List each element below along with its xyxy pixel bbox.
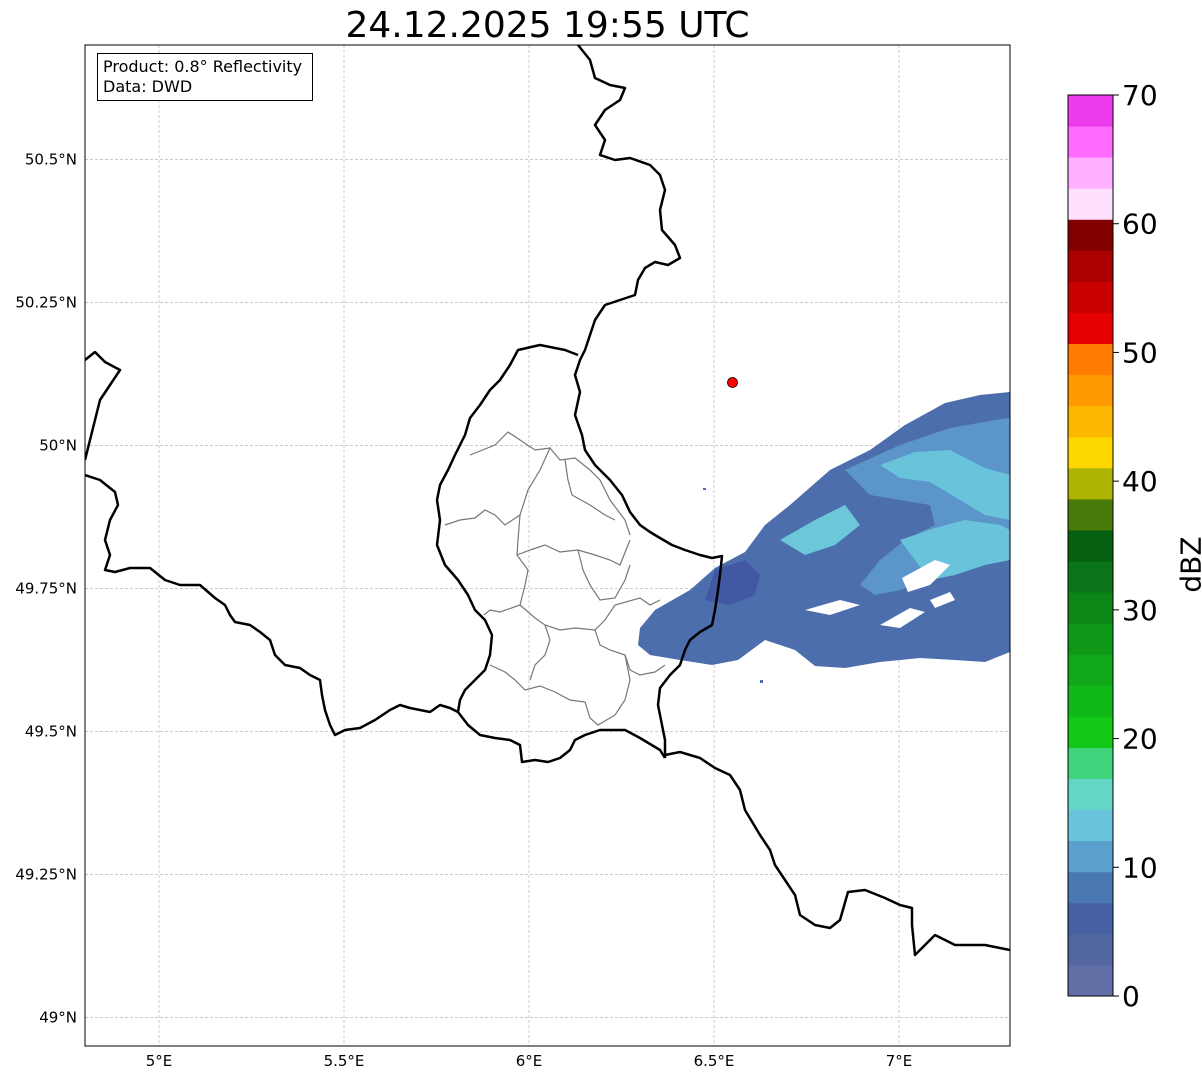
colorbar-segment	[1068, 902, 1113, 935]
colorbar-segment	[1068, 157, 1113, 189]
colorbar-tick-label: 20	[1122, 723, 1158, 756]
echo-band-4	[780, 505, 860, 555]
colorbar-segment	[1068, 964, 1113, 997]
echo-hole-3	[805, 600, 860, 615]
product-label: Product: 0.8° Reflectivity	[103, 57, 303, 76]
colorbar-segment	[1068, 343, 1113, 376]
colorbar-segment	[1068, 592, 1113, 624]
colorbar-frame	[1067, 94, 1114, 997]
colorbar-segment	[1068, 778, 1113, 811]
map-frame	[84, 44, 1011, 1047]
colorbar-segment	[1068, 374, 1113, 407]
lon-tick-label: 5°E	[146, 1052, 173, 1070]
echo-dark-core	[705, 560, 760, 605]
colorbar-segment	[1068, 467, 1113, 500]
lat-tick-label: 49°N	[39, 1008, 77, 1026]
lat-tick-label: 49.5°N	[25, 722, 77, 740]
colorbar-tick-label: 0	[1122, 980, 1140, 1013]
colorbar-segment	[1068, 871, 1113, 904]
latitude-axis: 49°N 49.25°N 49.5°N 49.75°N 50°N 50.25°N 50.5°…	[15, 150, 77, 1026]
echo-hole-4	[930, 592, 955, 608]
echo-hole-1	[902, 560, 950, 592]
colorbar-segment	[1068, 405, 1113, 438]
echo-hole-2	[880, 608, 925, 628]
lon-tick-label: 6.5°E	[694, 1052, 735, 1070]
colorbar-segment	[1068, 219, 1113, 251]
data-source-label: Data: DWD	[103, 77, 193, 96]
colorbar-segment	[1068, 498, 1113, 531]
colorbar-tick-label: 70	[1122, 79, 1158, 112]
colorbar-segment	[1068, 716, 1113, 748]
radar-site-marker	[727, 377, 738, 388]
longitude-axis: 5°E 5.5°E 6°E 6.5°E 7°E	[146, 1052, 913, 1070]
colorbar-segment	[1068, 623, 1113, 655]
lat-tick-label: 50.5°N	[25, 150, 77, 168]
lat-tick-label: 50°N	[39, 436, 77, 454]
colorbar-segment	[1068, 436, 1113, 469]
colorbar-segment	[1068, 654, 1113, 686]
colorbar-segment	[1068, 529, 1113, 562]
echo-fleck	[703, 488, 706, 490]
colorbar-segment	[1068, 250, 1113, 282]
lat-tick-label: 50.25°N	[15, 293, 77, 311]
echo-fleck	[760, 680, 763, 683]
colorbar-segment	[1068, 561, 1113, 593]
echo-band-2	[880, 450, 1010, 520]
colorbar-segment	[1068, 685, 1113, 717]
lon-tick-label: 7°E	[886, 1052, 913, 1070]
lat-tick-label: 49.25°N	[15, 865, 77, 883]
colorbar-segment	[1068, 809, 1113, 842]
border-lu-be	[435, 343, 667, 764]
colorbar-tick-label: 10	[1122, 851, 1158, 884]
lat-tick-label: 49.75°N	[15, 579, 77, 597]
precipitation-field	[638, 392, 1010, 683]
colorbar-segment	[1068, 933, 1113, 966]
colorbar-segment	[1068, 281, 1113, 313]
map-title: 24.12.2025 19:55 UTC	[345, 5, 750, 46]
border-lu-de	[573, 45, 724, 758]
product-info-box: Product: 0.8° Reflectivity Data: DWD	[97, 53, 313, 101]
colorbar-segment	[1068, 188, 1113, 220]
admin-borders	[444, 431, 666, 726]
border-fr-de	[664, 750, 1010, 957]
colorbar-segment	[1068, 840, 1113, 873]
gridlines	[85, 45, 1010, 1046]
colorbar-segment	[1068, 126, 1113, 158]
lon-tick-label: 5.5°E	[324, 1052, 365, 1070]
colorbar-tick-label: 50	[1122, 336, 1158, 369]
colorbar-tick-label: 40	[1122, 465, 1158, 498]
colorbar-label: dBZ	[1174, 536, 1202, 593]
colorbar: 0 10 20 30 40 50 60 70	[1067, 79, 1158, 1013]
colorbar-tick-label: 30	[1122, 594, 1158, 627]
colorbar-segment	[1068, 312, 1113, 345]
colorbar-segment	[1068, 95, 1113, 127]
country-borders	[85, 45, 1010, 957]
border-be-nl	[85, 350, 122, 461]
colorbar-segment	[1068, 747, 1113, 780]
colorbar-tick-label: 60	[1122, 208, 1158, 241]
border-be-fr	[85, 473, 459, 737]
lon-tick-label: 6°E	[516, 1052, 543, 1070]
